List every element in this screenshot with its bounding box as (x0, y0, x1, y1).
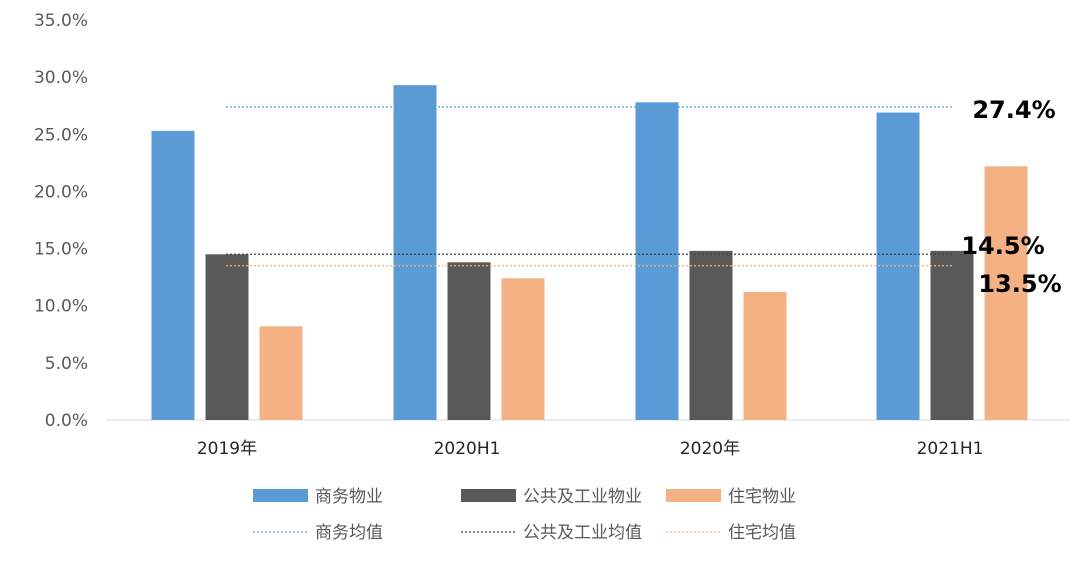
bar (743, 292, 787, 420)
bar (393, 85, 437, 421)
bar (689, 250, 733, 420)
legend-swatch (461, 489, 516, 502)
y-tick-label: 0.0% (45, 411, 88, 431)
average-lines (226, 106, 952, 267)
y-tick-label: 10.0% (34, 297, 88, 317)
bar (151, 130, 195, 420)
y-axis-ticks: 0.0% 5.0% 10.0% 15.0% 20.0% 25.0% 30.0% 35.0% (34, 11, 88, 431)
legend-label: 商务均值 (315, 523, 383, 543)
legend-swatch (666, 489, 721, 502)
legend-label: 住宅物业 (728, 487, 796, 507)
average-label: 14.5% (961, 232, 1044, 260)
bar (447, 262, 491, 420)
x-axis-categories: 2019年 2020H1 2020年 2021H1 (197, 439, 984, 459)
legend-swatch (253, 489, 308, 502)
y-tick-label: 30.0% (34, 68, 88, 88)
bars (151, 85, 1028, 421)
bar (205, 254, 249, 420)
legend-label: 住宅均值 (728, 523, 796, 543)
average-label: 27.4% (972, 96, 1055, 124)
average-labels: 27.4% 14.5% 13.5% (961, 96, 1061, 298)
average-label: 13.5% (978, 270, 1061, 298)
bar (259, 326, 303, 420)
y-tick-label: 20.0% (34, 182, 88, 202)
legend-label: 公共及工业物业 (523, 487, 642, 507)
x-tick-label: 2020年 (680, 439, 740, 459)
legend-label: 公共及工业均值 (523, 523, 642, 543)
y-tick-label: 35.0% (34, 11, 88, 31)
bar (501, 278, 545, 420)
bar (930, 250, 974, 420)
x-tick-label: 2019年 (197, 439, 257, 459)
bar (635, 102, 679, 421)
x-tick-label: 2021H1 (917, 439, 984, 459)
y-tick-label: 25.0% (34, 125, 88, 145)
y-tick-label: 5.0% (45, 354, 88, 374)
legend-label: 商务物业 (315, 487, 383, 507)
y-tick-label: 15.0% (34, 240, 88, 260)
x-tick-label: 2020H1 (434, 439, 501, 459)
bar (984, 166, 1028, 420)
